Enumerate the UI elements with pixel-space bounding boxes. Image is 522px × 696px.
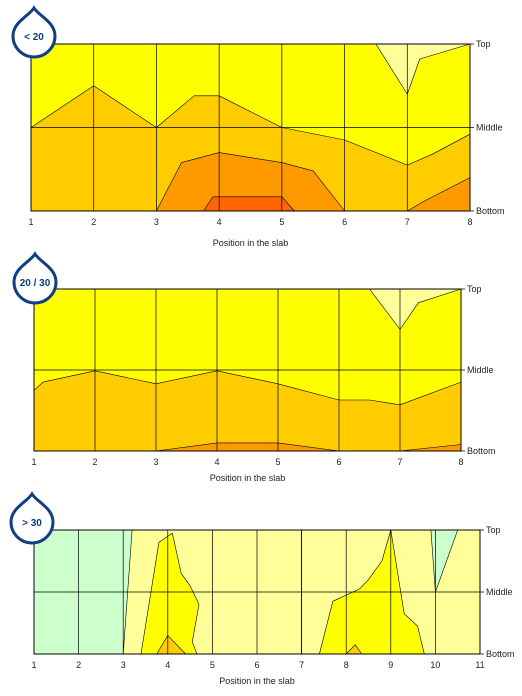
x-tick-label: 5 — [275, 457, 280, 467]
chart-panel: 1 2 3 4 5 6 7 8 Top Middle Bottom Position in the s… — [11, 5, 505, 248]
x-tick-label: 1 — [31, 660, 36, 670]
x-tick-label: 11 — [475, 660, 484, 670]
chart-panel: 1 2 3 4 5 6 7 8 9 10 11 Top Middle Bottom Position in … — [9, 491, 515, 686]
y-tick-label: Middle — [467, 365, 494, 375]
x-tick-label: 4 — [165, 660, 170, 670]
y-tick-label: Bottom — [467, 446, 496, 456]
plot-border — [33, 288, 462, 452]
contour-zone-yellow — [140, 532, 200, 655]
badge-label: < 20 — [24, 32, 44, 43]
water-drop-badge: < 20 — [11, 5, 57, 59]
x-tick-label: 7 — [397, 457, 402, 467]
plot-border — [33, 529, 481, 655]
y-tick-label: Top — [486, 525, 501, 535]
x-tick-label: 2 — [92, 457, 97, 467]
x-tick-label: 5 — [279, 217, 284, 227]
x-tick-label: 8 — [458, 457, 463, 467]
chart-panel: 1 2 3 4 5 6 7 8 Top Middle Bottom Position in the s… — [12, 251, 496, 483]
water-drop-icon — [9, 491, 55, 545]
x-tick-label: 8 — [467, 217, 472, 227]
x-tick-label: 1 — [28, 217, 33, 227]
x-tick-label: 7 — [299, 660, 304, 670]
y-tick-label: Top — [476, 39, 491, 49]
x-axis-label: Position in the slab — [219, 676, 295, 686]
x-tick-label: 2 — [76, 660, 81, 670]
y-tick-label: Middle — [486, 587, 513, 597]
water-drop-icon — [11, 5, 57, 59]
x-tick-label: 3 — [153, 457, 158, 467]
badge-label: 20 / 30 — [20, 278, 51, 289]
x-tick-label: 5 — [210, 660, 215, 670]
x-axis-label: Position in the slab — [213, 238, 289, 248]
y-tick-label: Middle — [476, 123, 503, 133]
x-tick-label: 6 — [342, 217, 347, 227]
x-tick-label: 6 — [254, 660, 259, 670]
y-tick-label: Bottom — [476, 206, 505, 216]
x-tick-label: 6 — [336, 457, 341, 467]
x-tick-label: 3 — [121, 660, 126, 670]
water-drop-icon — [12, 251, 58, 305]
x-axis-label: Position in the slab — [210, 473, 286, 483]
x-tick-label: 1 — [31, 457, 36, 467]
x-tick-label: 7 — [405, 217, 410, 227]
contour-zone-deeporange — [203, 196, 295, 212]
x-tick-label: 9 — [388, 660, 393, 670]
y-tick-label: Bottom — [486, 649, 515, 659]
y-tick-label: Top — [467, 284, 482, 294]
x-tick-label: 4 — [217, 217, 222, 227]
x-tick-label: 8 — [344, 660, 349, 670]
water-drop-badge: 20 / 30 — [12, 251, 58, 305]
x-tick-label: 2 — [91, 217, 96, 227]
badge-label: > 30 — [22, 518, 42, 529]
x-tick-label: 3 — [154, 217, 159, 227]
x-tick-label: 4 — [214, 457, 219, 467]
x-tick-label: 10 — [430, 660, 440, 670]
plot-border — [30, 43, 471, 212]
water-drop-badge: > 30 — [9, 491, 55, 545]
